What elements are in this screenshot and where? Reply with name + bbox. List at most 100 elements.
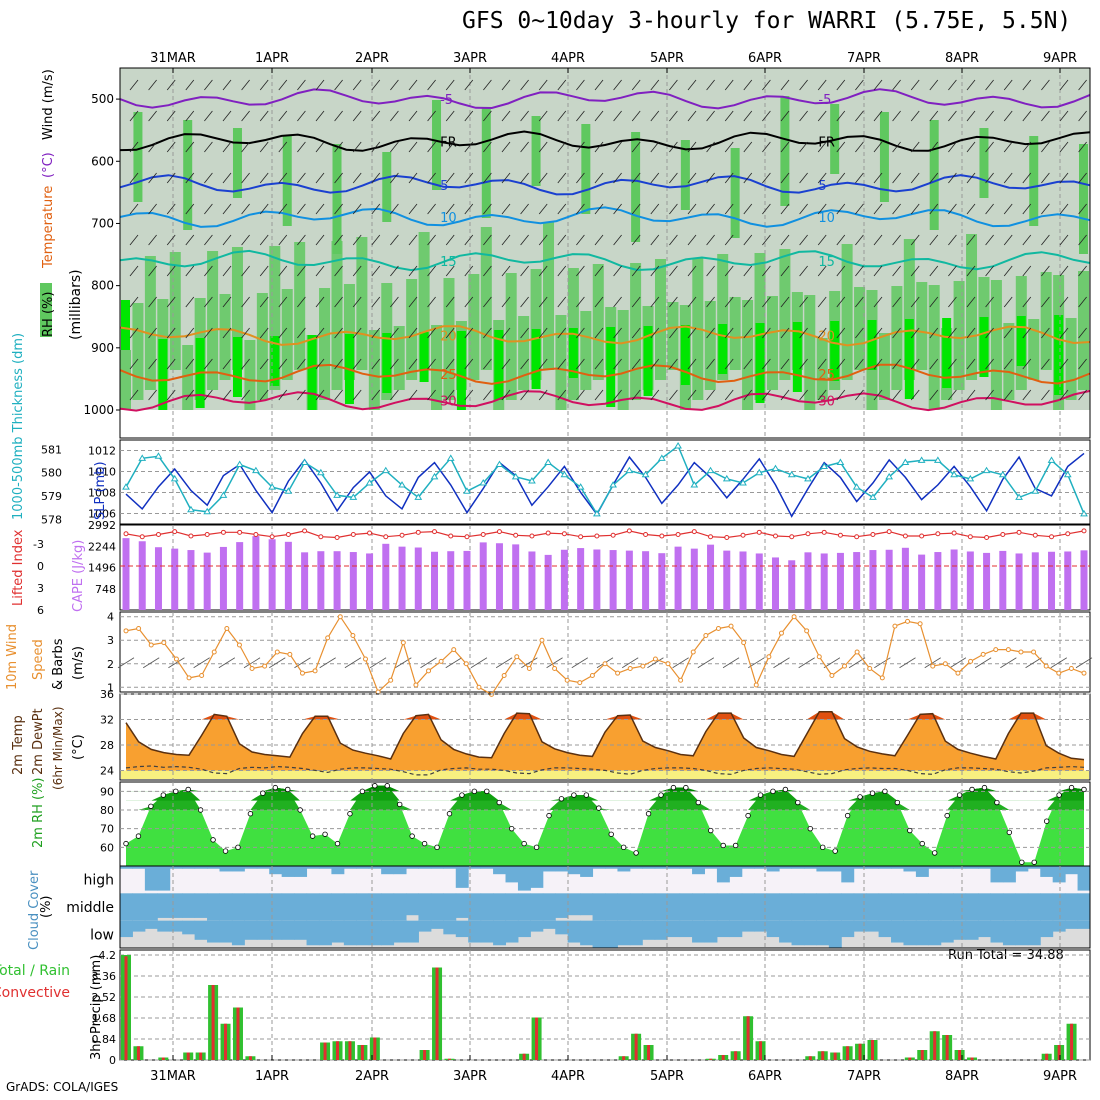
wind-barb — [464, 234, 474, 246]
wind-barb — [445, 110, 455, 122]
wind-barb — [352, 358, 362, 370]
thickness-point — [219, 491, 228, 498]
precip-convective-bar — [423, 1050, 427, 1060]
cape-bar — [755, 553, 763, 610]
cloud-cover-bar — [978, 893, 992, 921]
isotherm-label: 10 — [818, 211, 835, 226]
precip-convective-label: Convective — [0, 985, 70, 1001]
thickness-point — [138, 454, 147, 461]
rh-upper-humid-cell — [879, 112, 889, 202]
cloud-cover-bar — [356, 866, 370, 869]
isotherm-label: 5 — [818, 179, 826, 194]
lifted-index-point — [1081, 528, 1087, 534]
rh-humid-cell — [816, 338, 828, 400]
wind-10m-barb — [1050, 657, 1068, 669]
wind-barb — [352, 172, 362, 184]
precip-convective-bar — [808, 1056, 812, 1060]
wind-barb — [222, 141, 232, 153]
precip-convective-bar — [522, 1053, 526, 1060]
wind-barb — [222, 110, 232, 122]
cloud-cover-bar — [766, 893, 780, 921]
wind-barb — [148, 172, 157, 184]
cloud-cover-bar — [915, 866, 929, 877]
cloud-cover-bar — [169, 920, 183, 932]
wind-barb — [464, 79, 474, 91]
lifted-index-point — [1016, 529, 1022, 535]
wind-barb — [799, 358, 808, 370]
cloud-cover-bar — [393, 866, 407, 875]
rh-2m-point — [558, 796, 565, 802]
wind-barb — [743, 358, 753, 370]
lifted-index-point — [805, 531, 811, 537]
wind-10m-point — [236, 642, 242, 648]
wind-barb — [483, 172, 492, 184]
wind-barb — [241, 110, 250, 122]
wind-barb — [929, 389, 939, 401]
cape-bar — [739, 551, 747, 610]
cloud-cover-bar — [1015, 866, 1029, 872]
rh-humid-cell — [219, 294, 231, 380]
wind-10m-point — [1018, 649, 1024, 655]
wind-barb — [929, 327, 939, 339]
below-surface-band — [120, 410, 1090, 438]
wind-barb — [427, 79, 436, 91]
wind-barb — [687, 327, 697, 339]
wind-barb — [390, 110, 399, 122]
wind-barb — [557, 203, 567, 215]
precip-convective-bar — [647, 1045, 651, 1060]
cloud-cover-bar — [393, 893, 407, 921]
wind-barb — [185, 389, 195, 401]
wind10m-frame — [119, 611, 1091, 693]
wind-barb — [780, 110, 790, 122]
cape-bar — [934, 552, 942, 610]
wind-barb — [799, 327, 808, 339]
cloud-cover-bar — [157, 893, 171, 918]
rh-2m-point — [384, 783, 390, 789]
wind-barb — [892, 141, 901, 153]
wind-barb — [1022, 110, 1032, 122]
wind-barb — [669, 327, 678, 339]
cloud-cover-bar — [605, 893, 618, 921]
wind-barb — [724, 203, 734, 215]
wind-barb — [259, 79, 269, 91]
thickness-point — [560, 470, 569, 478]
cloud-cover-bar — [592, 866, 606, 869]
cloud-cover-bar — [816, 893, 830, 921]
wind-barb — [910, 234, 920, 246]
wind-barb — [427, 358, 436, 370]
wind10m-axis-label: 10m Wind — [5, 624, 20, 690]
wind-barb — [576, 265, 585, 277]
lifted-index-point — [1049, 534, 1055, 540]
cloud-cover-bar — [841, 866, 855, 883]
wind-barb — [985, 265, 994, 277]
wind-10m-point — [451, 647, 457, 653]
wind-barb — [929, 358, 939, 370]
bottom-date-label: 3APR — [453, 1069, 487, 1084]
slp-tick-label: 1008 — [88, 487, 116, 500]
wind-barb — [892, 327, 901, 339]
cloud-cover-bar — [729, 920, 743, 938]
wind-barb — [910, 79, 920, 91]
isotherm-label: FR — [440, 135, 457, 150]
wind-barb — [538, 79, 548, 91]
wind-barb — [148, 358, 157, 370]
wind-barb — [371, 296, 381, 308]
rh-2m-point — [1006, 829, 1013, 836]
wind-barb — [185, 203, 195, 215]
wind-barb — [910, 172, 920, 184]
wind-barb — [743, 296, 753, 308]
wind-barb — [538, 203, 548, 215]
wind-barb — [538, 234, 548, 246]
wind-barb — [631, 234, 641, 246]
wind-barb — [445, 172, 455, 184]
precip-axis-label: 3hr Precip (mm) — [89, 955, 104, 1060]
cloud-cover-bar — [828, 920, 842, 948]
precip-convective-bar — [136, 1046, 140, 1060]
wind-barb — [929, 141, 939, 153]
wind-barb — [1022, 234, 1032, 246]
cloud-cover-bar — [182, 920, 196, 935]
cloud-unit-label: (%) — [39, 896, 54, 919]
rh-upper-humid-cell — [133, 112, 143, 202]
wind-barb — [985, 110, 994, 122]
wind-barb — [241, 79, 250, 91]
